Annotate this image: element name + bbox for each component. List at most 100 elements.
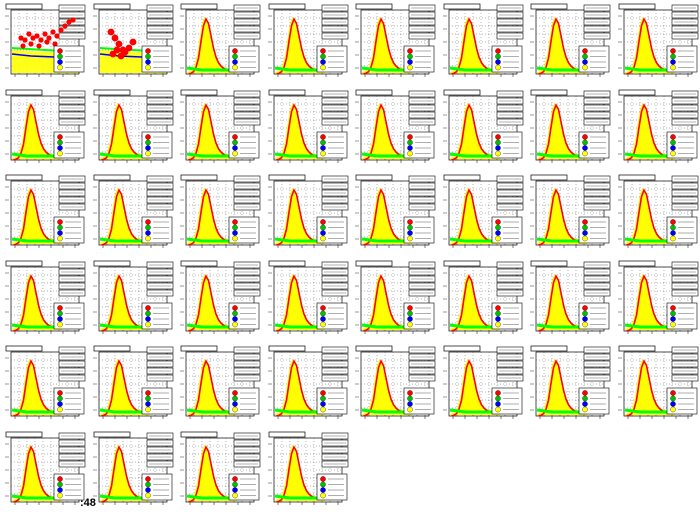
panel-svg	[92, 174, 173, 248]
legend-marker	[494, 230, 501, 236]
hist-fill	[12, 359, 62, 415]
data-point	[62, 23, 68, 29]
data-point	[115, 40, 122, 48]
hist-fill	[624, 273, 675, 330]
panel-svg	[267, 345, 348, 419]
legend-marker	[494, 64, 501, 71]
panel-title-box	[93, 89, 130, 95]
panel-title-box	[180, 345, 218, 352]
histogram-panel	[179, 174, 261, 254]
panel-title-box	[268, 345, 305, 352]
hist-fill	[187, 102, 237, 159]
legend-marker	[144, 235, 151, 242]
panel-title-box	[5, 260, 43, 266]
panel-title-box	[268, 3, 305, 10]
legend-marker	[57, 475, 63, 482]
legend-marker	[407, 133, 413, 140]
histogram-panel	[267, 345, 349, 425]
legend-marker	[407, 64, 413, 71]
legend-marker	[494, 48, 501, 54]
panel-title-box	[93, 345, 130, 352]
legend-marker	[144, 59, 151, 65]
hist-fill	[99, 444, 150, 501]
legend-marker	[407, 224, 413, 231]
panel-title-box	[530, 260, 568, 266]
legend-marker	[407, 230, 413, 236]
legend-marker	[582, 53, 588, 60]
legend-marker	[144, 390, 151, 396]
panel-svg	[355, 174, 436, 248]
panel-svg	[92, 260, 173, 334]
legend-marker	[319, 144, 326, 151]
legend-marker	[144, 139, 151, 145]
data-point	[36, 43, 42, 49]
legend-marker	[669, 144, 676, 151]
histogram-panel	[92, 431, 174, 511]
histogram-panel	[529, 89, 611, 169]
hist-fill	[449, 273, 500, 330]
panel-title-box	[443, 89, 480, 95]
legend-marker	[319, 235, 326, 242]
legend-marker	[494, 59, 501, 65]
legend-marker	[57, 401, 63, 407]
hist-fill	[624, 102, 675, 159]
legend-marker	[669, 321, 676, 327]
legend-marker	[144, 224, 151, 231]
legend-marker	[582, 64, 588, 71]
panel-svg	[355, 345, 436, 419]
legend-marker	[407, 235, 413, 242]
panel-title-box	[530, 345, 568, 352]
histogram-panel	[4, 345, 86, 425]
legend-marker	[144, 401, 151, 407]
legend-marker	[144, 406, 151, 413]
legend-marker	[669, 53, 676, 60]
panel-svg	[442, 174, 523, 248]
legend-marker	[494, 144, 501, 151]
legend-marker	[232, 390, 238, 396]
legend-marker	[407, 401, 413, 407]
legend-marker	[407, 48, 413, 54]
panel-title-box	[618, 3, 655, 10]
panel-svg	[5, 431, 86, 505]
legend-marker	[57, 310, 63, 316]
legend-marker	[144, 481, 151, 487]
histogram-panel	[617, 89, 699, 169]
histogram-panel	[179, 260, 261, 340]
histogram-panel	[179, 345, 261, 425]
hist-fill	[12, 444, 62, 501]
panel-title-box	[180, 3, 218, 10]
panel-title-box	[93, 260, 130, 266]
legend-marker	[494, 395, 501, 402]
legend-marker	[494, 406, 501, 413]
legend-marker	[407, 304, 413, 311]
panel-svg	[267, 3, 348, 77]
footer-label: :48	[80, 497, 96, 509]
legend-marker	[232, 395, 238, 402]
histogram-panel	[4, 260, 86, 340]
data-point	[26, 31, 32, 37]
panel-title-box	[93, 174, 130, 181]
legend-marker	[319, 139, 326, 145]
panel-title-box	[5, 3, 43, 10]
panel-svg	[530, 174, 611, 248]
hist-fill	[187, 359, 237, 415]
panel-title-box	[530, 174, 568, 181]
panel-svg	[92, 431, 173, 505]
data-point	[129, 38, 136, 46]
panel-title-box	[530, 89, 568, 95]
legend-marker	[407, 390, 413, 396]
legend-marker	[144, 64, 151, 71]
panel-svg	[180, 260, 261, 334]
legend-marker	[319, 224, 326, 231]
data-point	[58, 27, 64, 33]
legend-marker	[57, 304, 63, 311]
legend-marker	[319, 492, 326, 498]
panel-title-box	[268, 431, 305, 437]
hist-fill	[99, 188, 150, 244]
histogram-panel	[4, 431, 86, 511]
panel-svg	[5, 260, 86, 334]
legend-marker	[232, 139, 238, 145]
legend-marker	[232, 304, 238, 311]
legend-marker	[232, 315, 238, 322]
hist-fill	[537, 359, 587, 415]
